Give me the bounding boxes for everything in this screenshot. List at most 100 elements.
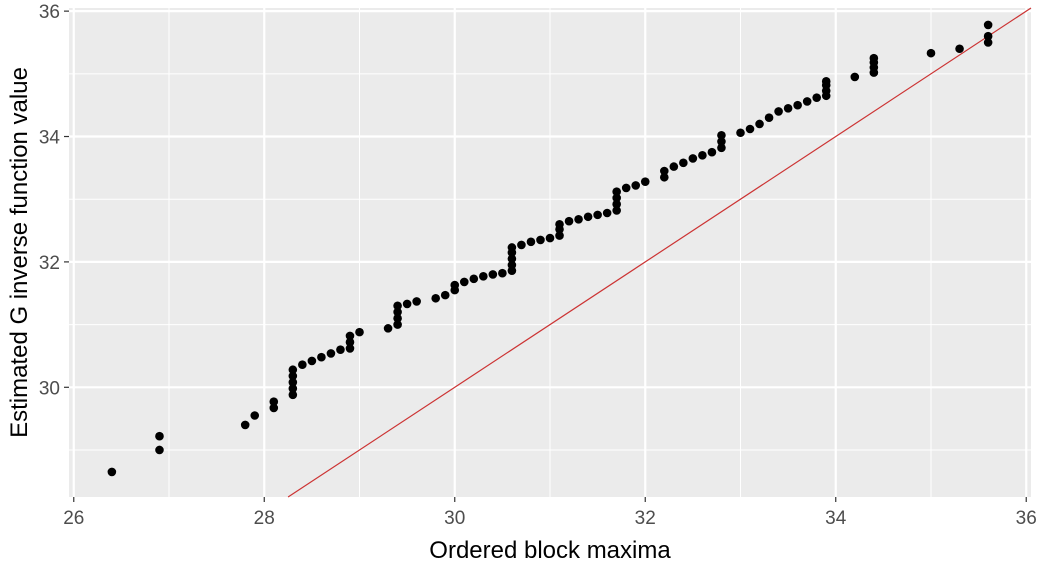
y-axis-title: Estimated G inverse function value <box>6 67 33 438</box>
data-point <box>393 320 402 329</box>
y-tick-label: 32 <box>39 253 60 274</box>
data-point <box>326 349 336 358</box>
data-point <box>393 301 402 311</box>
data-point <box>774 107 783 116</box>
x-tick-label: 26 <box>63 508 84 529</box>
data-point <box>459 277 469 287</box>
data-point <box>345 344 355 353</box>
x-axis-ticks: 26 28 30 32 34 36 <box>63 497 1037 529</box>
data-point <box>602 208 612 218</box>
data-point <box>450 280 460 290</box>
data-point <box>412 297 421 306</box>
data-point <box>488 270 498 279</box>
data-point <box>612 193 621 203</box>
x-tick-label: 36 <box>1016 508 1037 529</box>
data-point <box>755 119 764 129</box>
data-point <box>288 365 298 375</box>
data-point <box>469 274 479 284</box>
data-point <box>955 44 964 54</box>
grid-major <box>69 8 1031 497</box>
reference-line <box>287 7 1032 498</box>
data-point <box>155 431 164 441</box>
data-point <box>440 290 450 300</box>
data-point <box>269 397 279 407</box>
data-point <box>298 360 307 370</box>
data-point <box>926 48 936 58</box>
data-point <box>983 38 993 47</box>
y-tick-label: 34 <box>39 128 61 149</box>
data-point <box>717 137 726 146</box>
data-point <box>317 352 326 362</box>
data-point <box>107 467 117 477</box>
data-point <box>288 377 298 387</box>
data-point <box>679 158 688 168</box>
data-point <box>288 384 298 393</box>
y-tick-label: 36 <box>39 2 60 23</box>
data-point <box>764 113 774 123</box>
data-point <box>688 154 698 163</box>
data-point <box>269 403 279 413</box>
y-tick-label: 30 <box>39 378 60 399</box>
data-point <box>821 77 831 86</box>
data-point <box>850 72 860 82</box>
data-point <box>355 327 364 337</box>
data-point <box>802 97 812 106</box>
data-point <box>659 166 669 176</box>
data-point <box>564 216 574 226</box>
data-point <box>717 130 726 140</box>
data-point <box>574 214 583 224</box>
data-point <box>345 331 355 341</box>
data-point <box>612 187 621 196</box>
data-point <box>698 151 707 160</box>
data-point <box>536 235 545 245</box>
x-tick-label: 30 <box>444 508 465 529</box>
data-point <box>612 206 621 215</box>
data-point <box>507 260 517 270</box>
data-point <box>526 237 536 247</box>
data-point <box>345 337 355 347</box>
data-point <box>659 172 669 182</box>
data-point <box>498 268 507 278</box>
reference-line-group <box>287 7 1032 498</box>
data-point <box>393 314 402 323</box>
data-point <box>555 219 564 229</box>
data-point <box>717 143 726 153</box>
points <box>107 20 993 477</box>
data-point <box>583 212 593 222</box>
data-point <box>983 31 993 41</box>
data-point <box>250 411 260 420</box>
data-point <box>431 293 441 303</box>
data-point <box>621 183 631 193</box>
data-point <box>383 324 393 333</box>
data-point <box>783 104 793 113</box>
data-point <box>983 20 993 30</box>
data-point <box>336 345 345 354</box>
data-point <box>479 272 488 281</box>
data-point <box>745 124 755 134</box>
data-point <box>555 231 564 240</box>
data-point <box>736 128 745 138</box>
x-axis-title: Ordered block maxima <box>429 537 671 564</box>
data-point <box>793 100 802 110</box>
data-point <box>402 299 412 309</box>
x-tick-label: 32 <box>635 508 656 529</box>
x-tick-label: 28 <box>254 508 275 529</box>
data-point <box>155 445 164 455</box>
data-point <box>612 199 621 209</box>
data-point <box>517 240 526 250</box>
data-point <box>593 210 602 220</box>
data-point <box>669 162 679 171</box>
data-point <box>507 254 517 264</box>
data-point <box>393 307 402 317</box>
data-point <box>869 53 879 63</box>
data-point <box>707 147 717 157</box>
data-point <box>640 177 650 186</box>
x-tick-label: 34 <box>825 508 847 529</box>
data-point <box>545 233 555 243</box>
data-point <box>631 181 641 190</box>
data-point <box>812 93 821 102</box>
data-point <box>288 371 298 381</box>
data-point <box>307 356 317 366</box>
y-axis-ticks: 30 32 34 36 <box>39 2 69 399</box>
